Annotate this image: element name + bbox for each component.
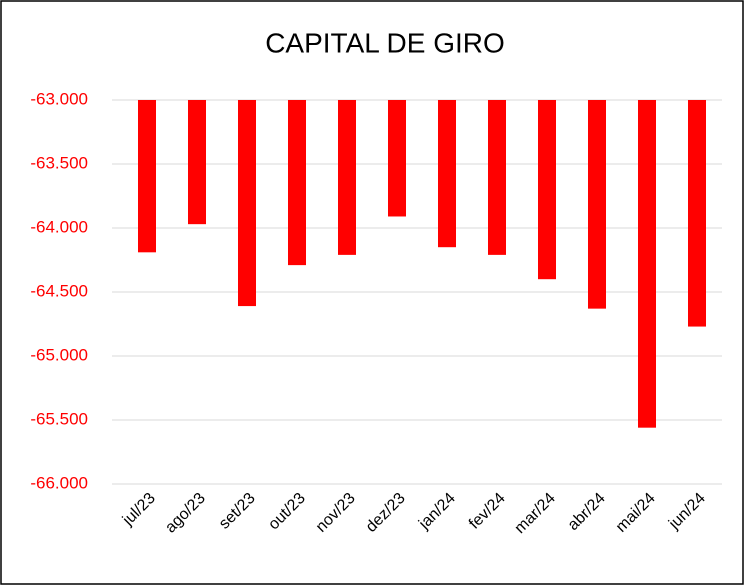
y-tick-label: -64.000 [30,217,88,236]
bar [638,100,656,428]
bar [488,100,506,255]
bar [588,100,606,309]
y-tick-label: -64.500 [30,281,88,300]
bar [188,100,206,225]
y-tick-label: -63.000 [30,89,88,108]
bar [238,100,256,307]
bar [388,100,406,217]
chart-title: CAPITAL DE GIRO [265,27,505,58]
bar [138,100,156,253]
bar [288,100,306,266]
bar [438,100,456,248]
y-tick-label: -63.500 [30,153,88,172]
y-tick-label: -65.000 [30,345,88,364]
bar [538,100,556,280]
y-tick-label: -65.500 [30,409,88,428]
bar [688,100,706,327]
y-tick-label: -66.000 [30,473,88,492]
bar [338,100,356,255]
